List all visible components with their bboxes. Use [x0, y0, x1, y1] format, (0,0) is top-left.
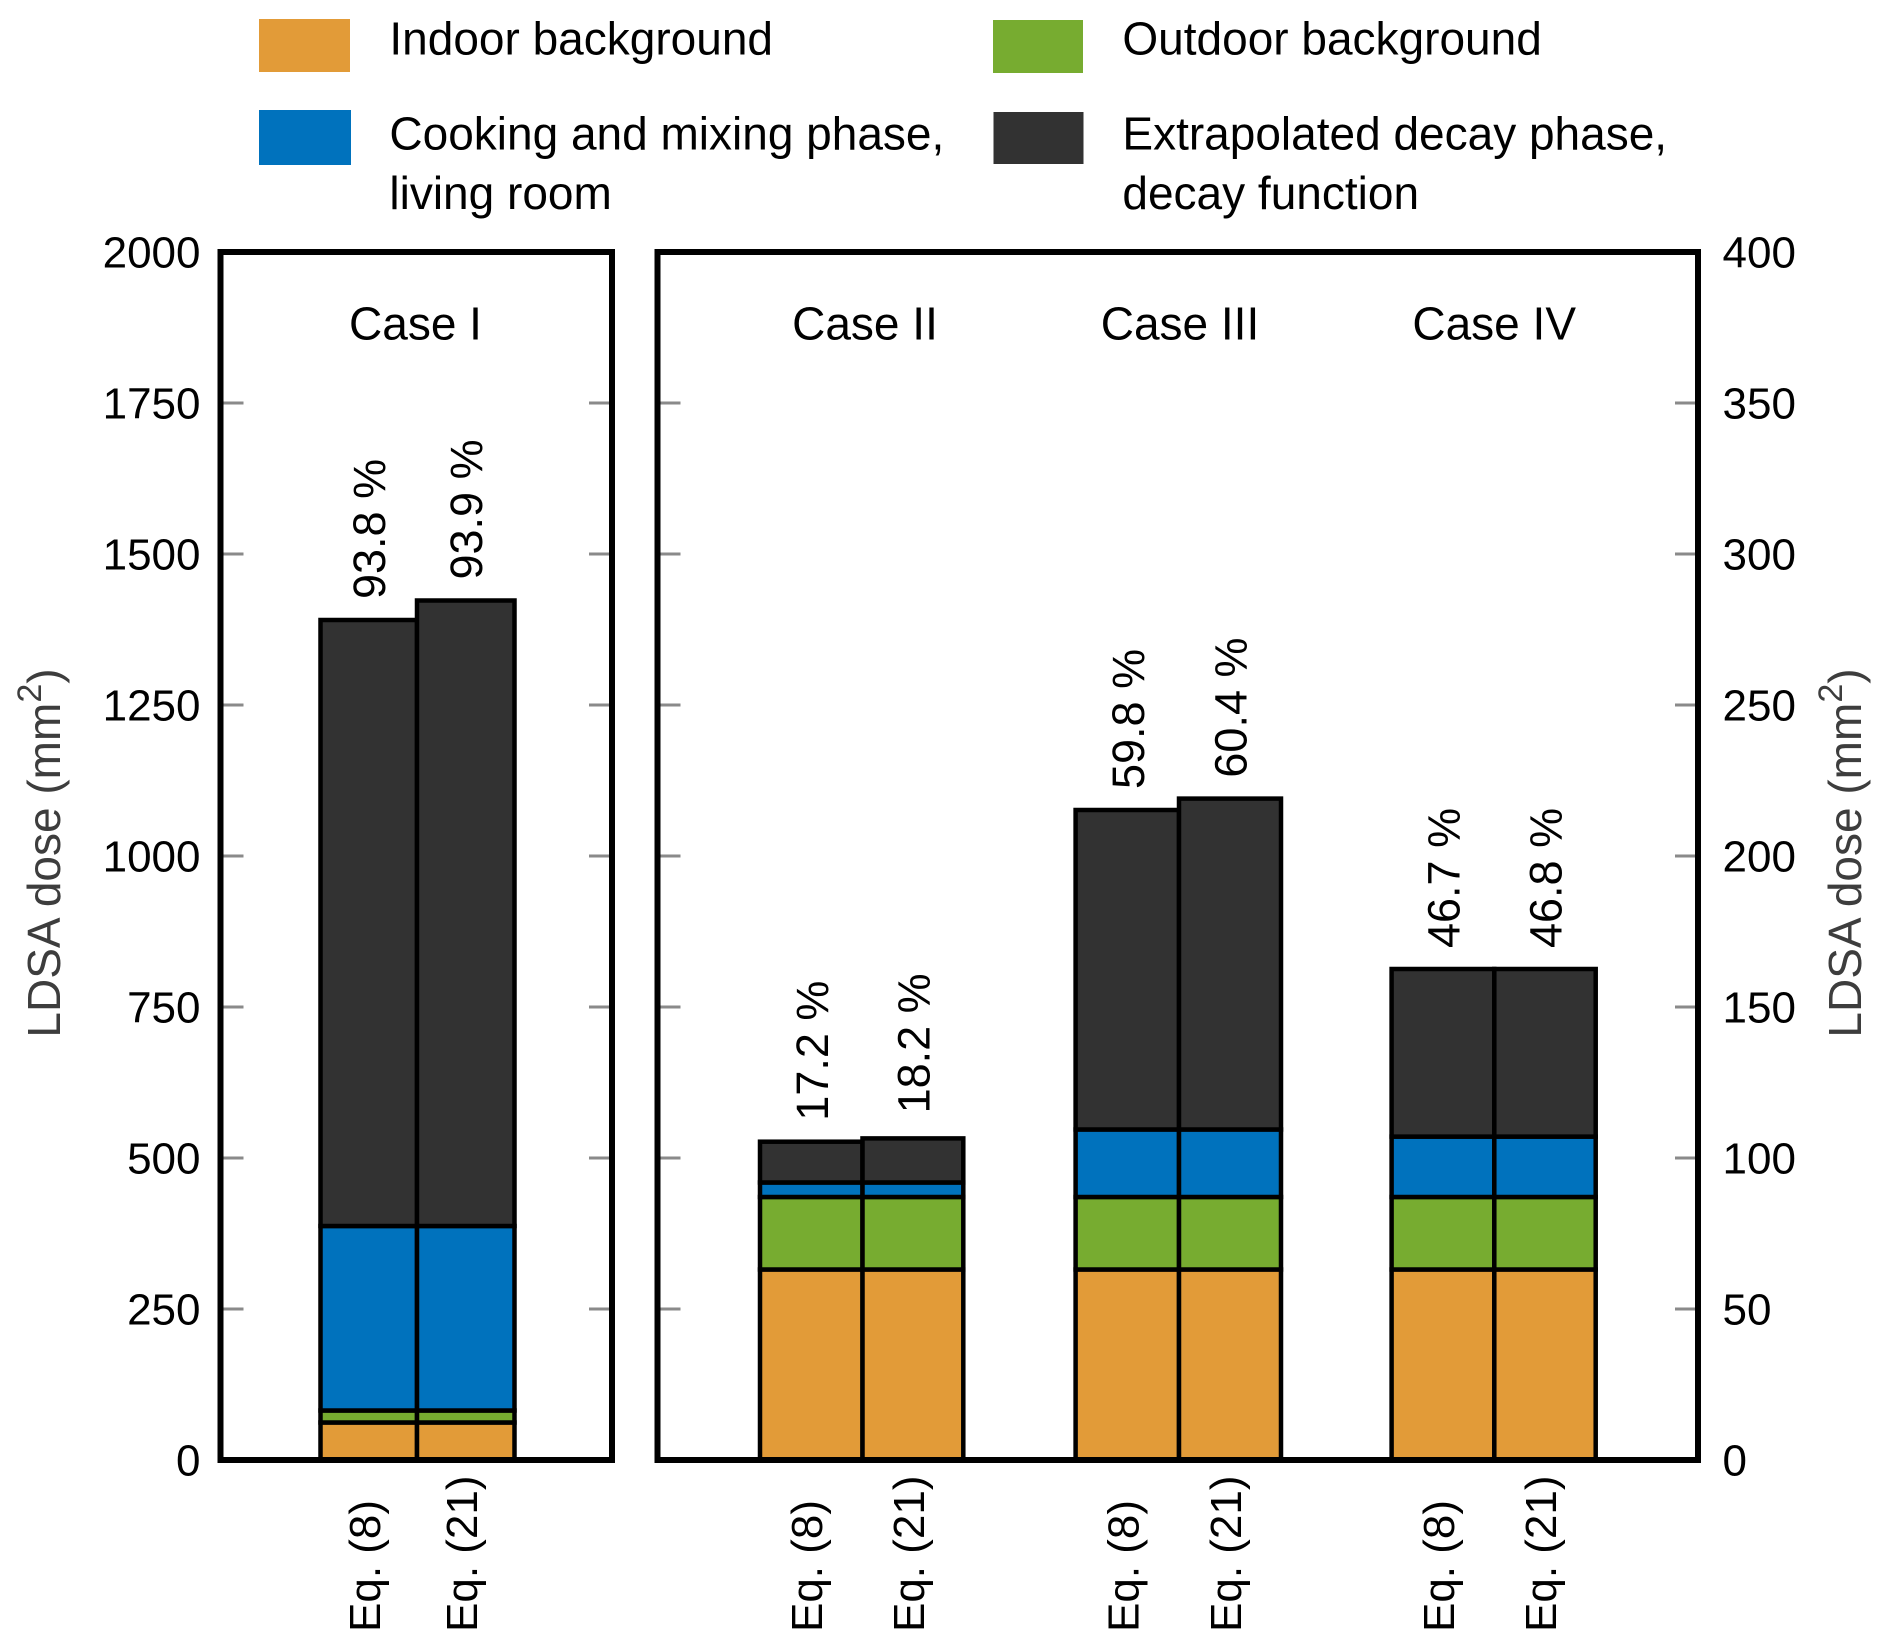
- svg-text:0: 0: [1723, 1437, 1747, 1486]
- svg-text:350: 350: [1723, 380, 1796, 429]
- svg-text:decay function: decay function: [1122, 167, 1419, 219]
- svg-text:living room: living room: [389, 167, 611, 219]
- svg-text:60.4 %: 60.4 %: [1206, 637, 1257, 777]
- svg-text:Case IV: Case IV: [1412, 298, 1576, 350]
- svg-text:Indoor background: Indoor background: [389, 13, 773, 65]
- svg-text:17.2 %: 17.2 %: [787, 981, 838, 1121]
- svg-text:93.8 %: 93.8 %: [344, 459, 395, 599]
- svg-text:Outdoor background: Outdoor background: [1122, 13, 1541, 65]
- svg-text:LDSA dose (mm2): LDSA dose (mm2): [1812, 668, 1871, 1037]
- svg-text:46.7 %: 46.7 %: [1418, 808, 1469, 948]
- svg-text:2000: 2000: [103, 229, 201, 278]
- svg-text:Eq. (21): Eq. (21): [438, 1475, 487, 1632]
- svg-text:50: 50: [1723, 1286, 1772, 1335]
- svg-text:Cooking and mixing phase,: Cooking and mixing phase,: [389, 108, 944, 160]
- svg-text:750: 750: [127, 984, 200, 1033]
- svg-text:Case II: Case II: [792, 298, 938, 350]
- svg-text:100: 100: [1723, 1135, 1796, 1184]
- svg-text:Eq. (8): Eq. (8): [341, 1500, 390, 1632]
- svg-text:Eq. (8): Eq. (8): [1099, 1500, 1148, 1632]
- svg-text:1250: 1250: [103, 682, 201, 731]
- svg-text:300: 300: [1723, 531, 1796, 580]
- svg-text:Extrapolated decay phase,: Extrapolated decay phase,: [1122, 108, 1667, 160]
- svg-text:Eq. (8): Eq. (8): [1415, 1500, 1464, 1632]
- svg-text:LDSA dose (mm2): LDSA dose (mm2): [11, 668, 70, 1037]
- svg-text:Eq. (8): Eq. (8): [783, 1500, 832, 1632]
- svg-text:150: 150: [1723, 984, 1796, 1033]
- svg-text:1000: 1000: [103, 833, 201, 882]
- svg-text:18.2 %: 18.2 %: [888, 973, 939, 1113]
- svg-text:500: 500: [127, 1135, 200, 1184]
- svg-text:1750: 1750: [103, 380, 201, 429]
- svg-text:46.8 %: 46.8 %: [1521, 808, 1572, 948]
- svg-text:400: 400: [1723, 229, 1796, 278]
- svg-text:250: 250: [127, 1286, 200, 1335]
- svg-text:Eq. (21): Eq. (21): [1517, 1475, 1566, 1632]
- svg-text:200: 200: [1723, 833, 1796, 882]
- svg-text:0: 0: [176, 1437, 200, 1486]
- svg-text:93.9 %: 93.9 %: [441, 439, 492, 579]
- svg-text:Eq. (21): Eq. (21): [885, 1475, 934, 1632]
- svg-text:250: 250: [1723, 682, 1796, 731]
- svg-text:Case I: Case I: [349, 298, 482, 350]
- svg-text:59.8 %: 59.8 %: [1103, 649, 1154, 789]
- svg-text:Case III: Case III: [1101, 298, 1260, 350]
- svg-text:1500: 1500: [103, 531, 201, 580]
- svg-text:Eq. (21): Eq. (21): [1202, 1475, 1251, 1632]
